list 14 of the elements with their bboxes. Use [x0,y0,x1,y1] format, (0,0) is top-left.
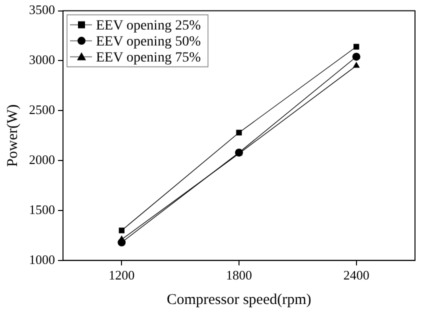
x-axis-title: Compressor speed(rpm) [166,292,312,308]
x-tick-label: 1800 [226,268,252,283]
y-tick-label: 2000 [29,152,55,167]
y-tick-label: 2500 [29,102,55,118]
y-axis-title: Power(W) [4,104,21,167]
y-tick-label: 3500 [29,2,55,18]
x-tick-label: 2400 [343,268,370,283]
legend-label: EEV opening 50% [96,34,202,50]
y-tick-label: 3000 [29,52,55,68]
legend-label: EEV opening 75% [96,50,202,66]
x-tick-label: 1200 [108,268,135,283]
y-tick-label: 1000 [29,252,55,267]
legend-label: EEV opening 25% [96,18,202,34]
y-tick-label: 1500 [29,202,55,217]
